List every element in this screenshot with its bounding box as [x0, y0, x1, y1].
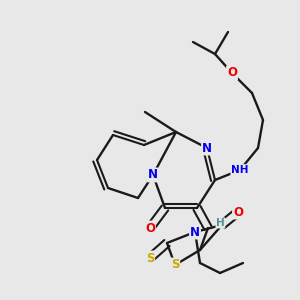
- Text: H: H: [216, 218, 225, 228]
- Text: NH: NH: [231, 165, 249, 175]
- Text: O: O: [145, 221, 155, 235]
- Text: O: O: [233, 206, 243, 218]
- Text: S: S: [146, 251, 154, 265]
- Text: N: N: [202, 142, 212, 154]
- Text: N: N: [148, 169, 158, 182]
- Text: O: O: [227, 67, 237, 80]
- Text: S: S: [171, 259, 179, 272]
- Text: N: N: [190, 226, 200, 238]
